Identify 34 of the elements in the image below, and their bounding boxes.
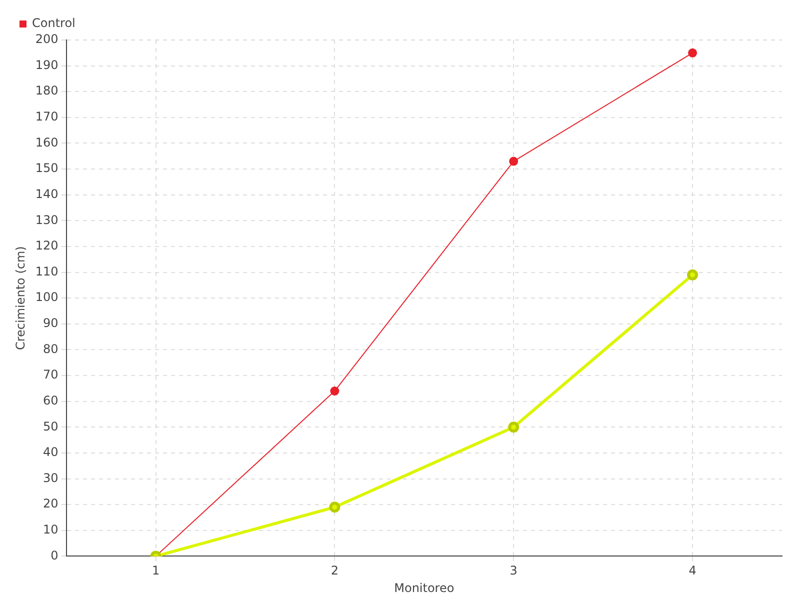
y-tick-label: 190 — [35, 58, 58, 72]
y-tick-label: 180 — [35, 84, 58, 98]
y-tick-label: 30 — [43, 470, 58, 485]
point — [330, 386, 340, 396]
point — [688, 48, 698, 58]
y-tick-label: 0 — [50, 548, 58, 562]
y-tick-label: 170 — [35, 110, 58, 124]
y-tick-label: 40 — [43, 445, 58, 460]
point — [509, 156, 518, 166]
y-tick-label: 200 — [35, 32, 58, 46]
y-tick-label: 130 — [35, 212, 58, 227]
y-tick-label: 120 — [35, 238, 58, 253]
y-axis-title: Crecimiento (cm) — [13, 246, 28, 350]
y-tick-label: 140 — [35, 186, 58, 201]
y-tick-label: 150 — [35, 161, 58, 176]
y-tick-label: 60 — [43, 393, 58, 408]
y-tick-label: 70 — [43, 368, 58, 382]
x-tick-label: 4 — [688, 564, 696, 578]
x-tick-label: 3 — [510, 564, 518, 578]
y-tick-label: 50 — [43, 419, 58, 434]
y-tick-label: 110 — [35, 264, 58, 278]
x-tick-label: 2 — [330, 564, 339, 578]
point — [687, 269, 698, 280]
y-tick-label: 100 — [35, 290, 58, 304]
y-tick-label: 10 — [43, 522, 58, 537]
point — [508, 422, 520, 433]
y-tick-label: 80 — [43, 342, 58, 356]
legend-label: Control — [32, 16, 76, 30]
y-tick-label: 90 — [43, 316, 58, 330]
point — [329, 502, 340, 513]
y-tick-label: 20 — [43, 496, 58, 511]
y-tick-label: 160 — [35, 135, 58, 150]
x-tick-label: 1 — [152, 564, 160, 578]
x-axis-title: Monitoreo — [394, 580, 454, 595]
